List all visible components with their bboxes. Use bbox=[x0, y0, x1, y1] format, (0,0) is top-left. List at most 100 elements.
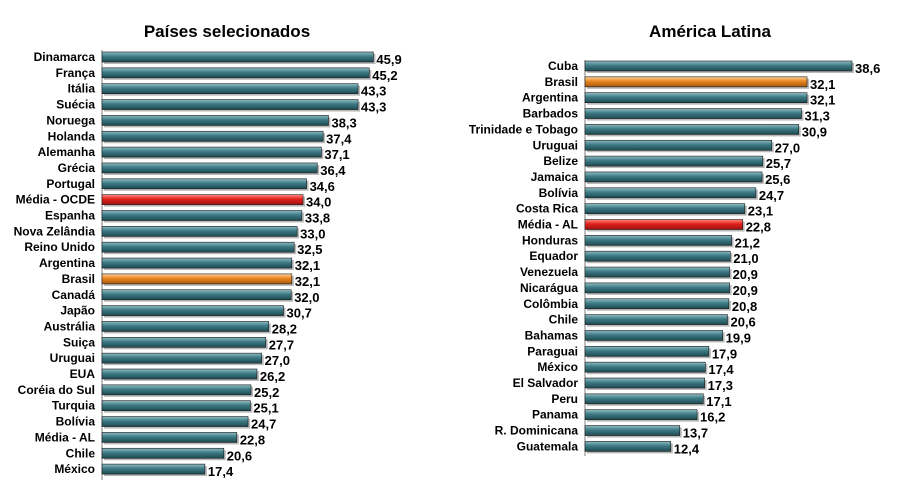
category-label: México bbox=[54, 462, 95, 476]
data-label: 21,2 bbox=[735, 235, 760, 250]
bar-m-dia-al bbox=[584, 219, 744, 230]
bar-m-dia-al bbox=[101, 432, 238, 443]
bar-bol-via bbox=[584, 187, 757, 199]
chart-title: América Latina bbox=[649, 22, 771, 41]
category-label: Suiça bbox=[63, 335, 95, 349]
bar-austr-lia bbox=[101, 321, 270, 332]
data-label: 45,2 bbox=[372, 68, 397, 83]
data-label: 17,4 bbox=[208, 464, 234, 479]
category-label: Chile bbox=[549, 313, 579, 327]
data-label: 17,4 bbox=[708, 362, 734, 377]
data-label: 20,9 bbox=[733, 267, 758, 282]
data-label: 34,6 bbox=[310, 179, 335, 194]
category-label: Média - AL bbox=[518, 218, 578, 232]
bar-argentina bbox=[101, 257, 293, 269]
bar-fran-a bbox=[101, 67, 370, 79]
category-label: Bahamas bbox=[525, 328, 579, 342]
category-label: Brasil bbox=[62, 272, 95, 286]
category-label: Japão bbox=[60, 304, 95, 318]
bar-honduras bbox=[584, 235, 732, 246]
data-label: 32,1 bbox=[810, 93, 835, 108]
bar-dinamarca bbox=[101, 51, 374, 63]
category-label: R. Dominicana bbox=[495, 424, 579, 438]
data-label: 28,2 bbox=[272, 321, 297, 336]
bar-m-xico bbox=[101, 463, 206, 475]
data-label: 30,7 bbox=[287, 306, 312, 321]
bar-eua bbox=[101, 368, 258, 380]
data-label: 32,1 bbox=[810, 77, 835, 92]
bar-equador bbox=[584, 250, 731, 262]
data-label: 17,3 bbox=[708, 378, 733, 393]
bar-group: Cuba 38,6 Brasil 32,1 Argentina 32,1 Barbados 3… bbox=[469, 59, 880, 456]
bar-belize bbox=[584, 155, 764, 167]
data-label: 27,0 bbox=[775, 140, 800, 155]
data-label: 20,8 bbox=[732, 299, 757, 314]
bar-jamaica bbox=[584, 171, 763, 183]
data-label: 20,6 bbox=[227, 448, 252, 463]
data-label: 24,7 bbox=[251, 417, 276, 432]
data-label: 31,3 bbox=[805, 109, 830, 124]
category-label: Panama bbox=[532, 408, 578, 422]
bar-espanha bbox=[101, 210, 303, 221]
bar-panama bbox=[584, 409, 698, 421]
data-label: 37,1 bbox=[324, 147, 349, 162]
bar-guatemala bbox=[584, 441, 672, 452]
bar-el-salvador bbox=[584, 377, 705, 389]
bar-nicar-gua bbox=[584, 282, 730, 294]
bar-noruega bbox=[101, 115, 329, 126]
category-label: EUA bbox=[70, 367, 96, 381]
category-label: Suécia bbox=[56, 98, 95, 112]
bar-gr-cia bbox=[101, 162, 318, 174]
data-label: 25,6 bbox=[765, 172, 790, 187]
category-label: Média - AL bbox=[35, 430, 95, 444]
category-label: Espanha bbox=[45, 209, 95, 223]
bar-brasil bbox=[584, 76, 808, 88]
category-label: Venezuela bbox=[520, 265, 578, 279]
bar-chile bbox=[584, 314, 728, 325]
data-label: 43,3 bbox=[361, 84, 386, 99]
bar-brasil bbox=[101, 273, 293, 285]
bar-barbados bbox=[584, 108, 802, 119]
data-label: 16,2 bbox=[700, 410, 725, 425]
bar-turquia bbox=[101, 400, 251, 412]
category-label: Uruguai bbox=[50, 351, 95, 365]
bar-chile bbox=[101, 447, 225, 459]
bar-it-lia bbox=[101, 83, 359, 94]
chart-left-panel: Países selecionados Dinamarca 45,9 França 4… bbox=[14, 22, 402, 480]
category-label: Trinidade e Tobago bbox=[469, 122, 578, 136]
data-label: 43,3 bbox=[361, 100, 386, 115]
bar-uruguai bbox=[101, 352, 262, 364]
data-label: 19,9 bbox=[726, 330, 751, 345]
bar-uruguai bbox=[584, 139, 773, 151]
data-label: 30,9 bbox=[802, 124, 827, 139]
data-label: 32,5 bbox=[297, 242, 322, 257]
category-label: El Salvador bbox=[513, 376, 579, 390]
data-label: 12,4 bbox=[674, 441, 700, 456]
data-label: 13,7 bbox=[683, 426, 708, 441]
data-label: 20,6 bbox=[730, 315, 755, 330]
bar-cor-ia-do-sul bbox=[101, 384, 252, 396]
bar-portugal bbox=[101, 178, 307, 190]
data-label: 27,0 bbox=[265, 353, 290, 368]
bar-alemanha bbox=[101, 146, 322, 158]
bar-col-mbia bbox=[584, 298, 730, 310]
bar-trinidade-e-tobago bbox=[584, 124, 800, 135]
category-label: Itália bbox=[68, 82, 96, 96]
data-label: 21,0 bbox=[733, 251, 758, 266]
category-label: Noruega bbox=[46, 113, 95, 127]
category-label: Holanda bbox=[48, 129, 96, 143]
bar-argentina bbox=[584, 92, 808, 103]
bar-bol-via bbox=[101, 416, 249, 427]
category-label: México bbox=[537, 360, 578, 374]
data-label: 20,9 bbox=[733, 283, 758, 298]
category-label: Bolívia bbox=[539, 186, 579, 200]
bar-su-cia bbox=[101, 99, 359, 110]
data-label: 32,0 bbox=[294, 290, 319, 305]
bar-jap-o bbox=[101, 305, 284, 316]
data-label: 25,1 bbox=[253, 401, 278, 416]
category-label: Portugal bbox=[46, 177, 95, 191]
category-label: Bolívia bbox=[56, 415, 96, 429]
category-label: Argentina bbox=[522, 91, 578, 105]
chart-right-panel: América Latina Cuba 38,6 Brasil 32,1 Argenti… bbox=[469, 22, 880, 456]
